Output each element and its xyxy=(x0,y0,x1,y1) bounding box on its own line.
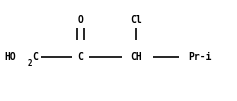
Text: C: C xyxy=(78,52,83,62)
Text: C: C xyxy=(33,52,39,62)
Text: Cl: Cl xyxy=(130,15,142,25)
Text: CH: CH xyxy=(130,52,142,62)
Text: O: O xyxy=(78,15,83,25)
Text: 2: 2 xyxy=(27,59,32,68)
Text: HO: HO xyxy=(5,52,17,62)
Text: Pr-i: Pr-i xyxy=(188,52,212,62)
